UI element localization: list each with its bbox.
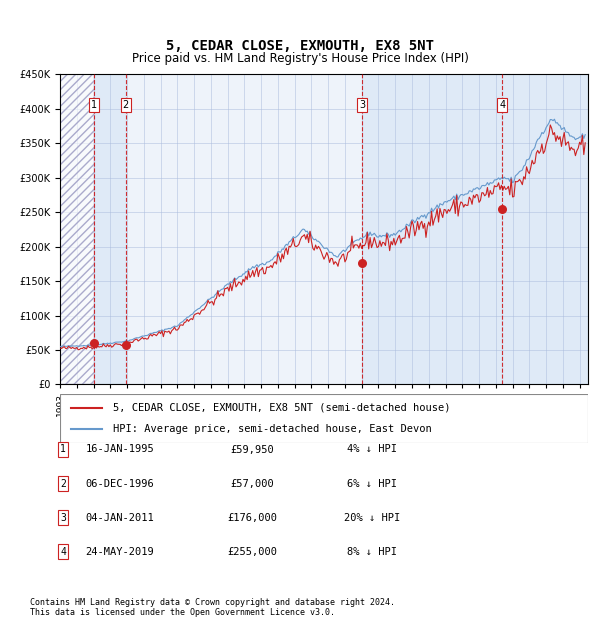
Point: [497, 204, 507, 214]
Text: 16-JAN-1995: 16-JAN-1995: [86, 445, 154, 454]
Text: 6% ↓ HPI: 6% ↓ HPI: [347, 479, 397, 489]
Text: 2: 2: [122, 100, 129, 110]
Point: [121, 340, 131, 350]
Bar: [502, 74, 588, 384]
Bar: [362, 74, 502, 384]
Text: £255,000: £255,000: [227, 547, 277, 557]
Point: [357, 258, 367, 268]
Bar: [94, 74, 126, 384]
Text: 5, CEDAR CLOSE, EXMOUTH, EX8 5NT: 5, CEDAR CLOSE, EXMOUTH, EX8 5NT: [166, 40, 434, 53]
Text: £176,000: £176,000: [227, 513, 277, 523]
Text: 20% ↓ HPI: 20% ↓ HPI: [344, 513, 400, 523]
Text: 4: 4: [60, 547, 66, 557]
Text: 1: 1: [60, 445, 66, 454]
Text: This data is licensed under the Open Government Licence v3.0.: This data is licensed under the Open Gov…: [30, 608, 335, 617]
Text: 8% ↓ HPI: 8% ↓ HPI: [347, 547, 397, 557]
Text: 24-MAY-2019: 24-MAY-2019: [86, 547, 154, 557]
FancyBboxPatch shape: [60, 394, 588, 443]
Text: £57,000: £57,000: [230, 479, 274, 489]
Text: 06-DEC-1996: 06-DEC-1996: [86, 479, 154, 489]
Point: [89, 338, 99, 348]
Bar: [60, 74, 94, 384]
Text: Contains HM Land Registry data © Crown copyright and database right 2024.: Contains HM Land Registry data © Crown c…: [30, 598, 395, 607]
Text: 3: 3: [359, 100, 365, 110]
Text: 4: 4: [499, 100, 505, 110]
Text: 1: 1: [91, 100, 97, 110]
Text: HPI: Average price, semi-detached house, East Devon: HPI: Average price, semi-detached house,…: [113, 425, 431, 435]
Text: £59,950: £59,950: [230, 445, 274, 454]
Text: Price paid vs. HM Land Registry's House Price Index (HPI): Price paid vs. HM Land Registry's House …: [131, 53, 469, 65]
Text: 04-JAN-2011: 04-JAN-2011: [86, 513, 154, 523]
Text: 5, CEDAR CLOSE, EXMOUTH, EX8 5NT (semi-detached house): 5, CEDAR CLOSE, EXMOUTH, EX8 5NT (semi-d…: [113, 402, 450, 412]
Text: 4% ↓ HPI: 4% ↓ HPI: [347, 445, 397, 454]
Text: 2: 2: [60, 479, 66, 489]
Text: 3: 3: [60, 513, 66, 523]
